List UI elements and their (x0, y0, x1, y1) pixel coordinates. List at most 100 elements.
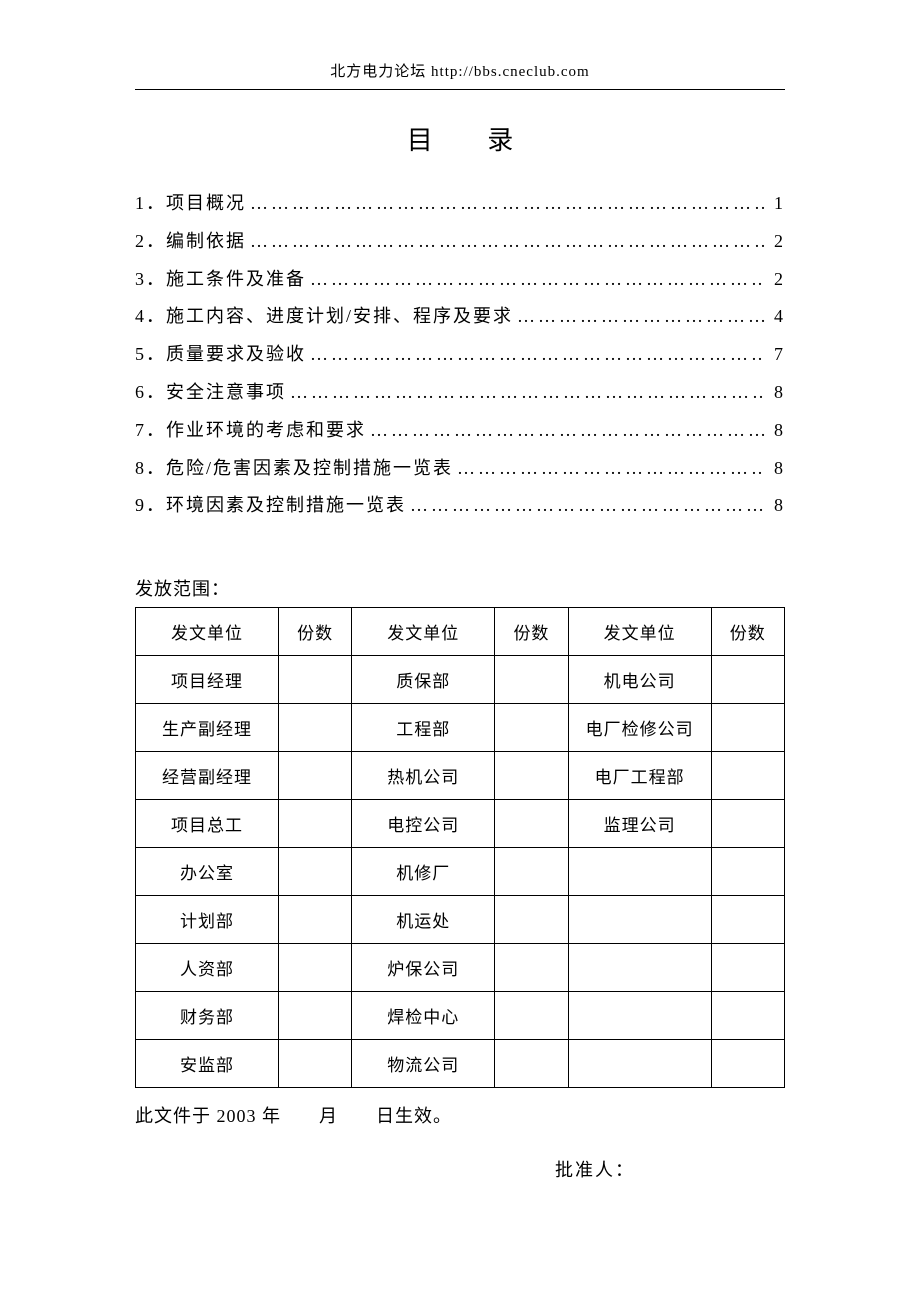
table-cell: 人资部 (136, 944, 279, 992)
table-cell: 机运处 (352, 896, 495, 944)
table-cell: 项目经理 (136, 656, 279, 704)
toc-leader-dots: …………………………………………………………………………………………………………… (453, 450, 765, 488)
table-cell (711, 896, 784, 944)
table-cell (278, 656, 351, 704)
table-cell: 办公室 (136, 848, 279, 896)
table-cell: 计划部 (136, 896, 279, 944)
table-cell (568, 1040, 711, 1088)
col-qty-3: 份数 (711, 608, 784, 656)
table-cell: 物流公司 (352, 1040, 495, 1088)
toc-row: 8．危险/危害因素及控制措施一览表……………………………………………………………… (135, 450, 785, 488)
col-unit-3: 发文单位 (568, 608, 711, 656)
table-row: 生产副经理 工程部 电厂检修公司 (136, 704, 785, 752)
toc-row: 2．编制依据…………………………………………………………………………………………… (135, 223, 785, 261)
toc-leader-dots: …………………………………………………………………………………………………………… (366, 412, 765, 450)
table-cell (495, 944, 568, 992)
toc-number: 9． (135, 487, 166, 525)
toc-number: 8． (135, 450, 166, 488)
toc-label: 危险/危害因素及控制措施一览表 (166, 450, 453, 488)
toc-page-number: 2 (765, 223, 785, 261)
table-cell (278, 1040, 351, 1088)
toc-leader-dots: …………………………………………………………………………………………………………… (286, 374, 765, 412)
toc-label: 作业环境的考虑和要求 (166, 412, 366, 450)
table-cell (278, 992, 351, 1040)
table-cell (495, 848, 568, 896)
col-qty-2: 份数 (495, 608, 568, 656)
table-cell (568, 848, 711, 896)
toc-row: 6．安全注意事项……………………………………………………………………………………… (135, 374, 785, 412)
table-row: 安监部 物流公司 (136, 1040, 785, 1088)
table-cell (278, 944, 351, 992)
table-cell: 机电公司 (568, 656, 711, 704)
toc-page-number: 2 (765, 261, 785, 299)
table-cell (278, 800, 351, 848)
table-cell: 经营副经理 (136, 752, 279, 800)
table-cell: 工程部 (352, 704, 495, 752)
toc-number: 4． (135, 298, 166, 336)
table-cell: 电控公司 (352, 800, 495, 848)
toc-leader-dots: …………………………………………………………………………………………………………… (306, 261, 765, 299)
table-row: 计划部 机运处 (136, 896, 785, 944)
toc-page-number: 1 (765, 185, 785, 223)
effective-date: 此文件于 2003 年 月 日生效。 (135, 1102, 785, 1128)
table-cell (568, 992, 711, 1040)
toc-leader-dots: …………………………………………………………………………………………………………… (306, 336, 765, 374)
table-cell: 项目总工 (136, 800, 279, 848)
table-cell (568, 944, 711, 992)
toc-row: 9．环境因素及控制措施一览表……………………………………………………………………… (135, 487, 785, 525)
table-cell (495, 992, 568, 1040)
distribution-label: 发放范围： (135, 575, 785, 601)
table-cell (278, 752, 351, 800)
toc-number: 3． (135, 261, 166, 299)
table-cell (495, 656, 568, 704)
toc-page-number: 8 (765, 412, 785, 450)
table-row: 项目总工 电控公司 监理公司 (136, 800, 785, 848)
toc-leader-dots: …………………………………………………………………………………………………………… (513, 298, 765, 336)
table-cell (711, 704, 784, 752)
distribution-table: 发文单位 份数 发文单位 份数 发文单位 份数 项目经理质保部机电公司生产副经理… (135, 607, 785, 1088)
table-cell: 质保部 (352, 656, 495, 704)
toc-label: 安全注意事项 (166, 374, 286, 412)
table-cell (711, 800, 784, 848)
table-cell (711, 944, 784, 992)
toc-label: 施工条件及准备 (166, 261, 306, 299)
toc-page-number: 7 (765, 336, 785, 374)
table-row: 办公室机修厂 (136, 848, 785, 896)
table-cell (711, 656, 784, 704)
toc-leader-dots: …………………………………………………………………………………………………………… (406, 487, 765, 525)
table-row: 项目经理 质保部 机电公司 (136, 656, 785, 704)
toc-number: 6． (135, 374, 166, 412)
toc-page-number: 4 (765, 298, 785, 336)
table-header-row: 发文单位 份数 发文单位 份数 发文单位 份数 (136, 608, 785, 656)
table-cell: 电厂工程部 (568, 752, 711, 800)
table-cell: 生产副经理 (136, 704, 279, 752)
table-cell: 焊检中心 (352, 992, 495, 1040)
col-qty-1: 份数 (278, 608, 351, 656)
table-cell (711, 752, 784, 800)
table-cell: 安监部 (136, 1040, 279, 1088)
toc-leader-dots: …………………………………………………………………………………………………………… (246, 223, 765, 261)
table-cell (278, 704, 351, 752)
toc-row: 5．质量要求及验收…………………………………………………………………………………… (135, 336, 785, 374)
table-cell (278, 896, 351, 944)
table-cell: 电厂检修公司 (568, 704, 711, 752)
table-cell: 监理公司 (568, 800, 711, 848)
approver-label: 批准人： (135, 1156, 785, 1182)
col-unit-1: 发文单位 (136, 608, 279, 656)
toc-label: 环境因素及控制措施一览表 (166, 487, 406, 525)
toc-row: 4．施工内容、进度计划/安排、程序及要求……………………………………………………… (135, 298, 785, 336)
toc-leader-dots: …………………………………………………………………………………………………………… (246, 185, 765, 223)
table-cell (711, 848, 784, 896)
table-cell (495, 896, 568, 944)
toc-number: 2． (135, 223, 166, 261)
toc-label: 施工内容、进度计划/安排、程序及要求 (166, 298, 513, 336)
table-cell: 炉保公司 (352, 944, 495, 992)
table-cell (495, 752, 568, 800)
toc-label: 编制依据 (166, 223, 246, 261)
table-of-contents: 1．项目概况…………………………………………………………………………………………… (135, 185, 785, 525)
toc-title: 目 录 (135, 120, 785, 157)
table-cell (495, 704, 568, 752)
toc-number: 7． (135, 412, 166, 450)
table-cell (495, 1040, 568, 1088)
table-row: 人资部 炉保公司 (136, 944, 785, 992)
